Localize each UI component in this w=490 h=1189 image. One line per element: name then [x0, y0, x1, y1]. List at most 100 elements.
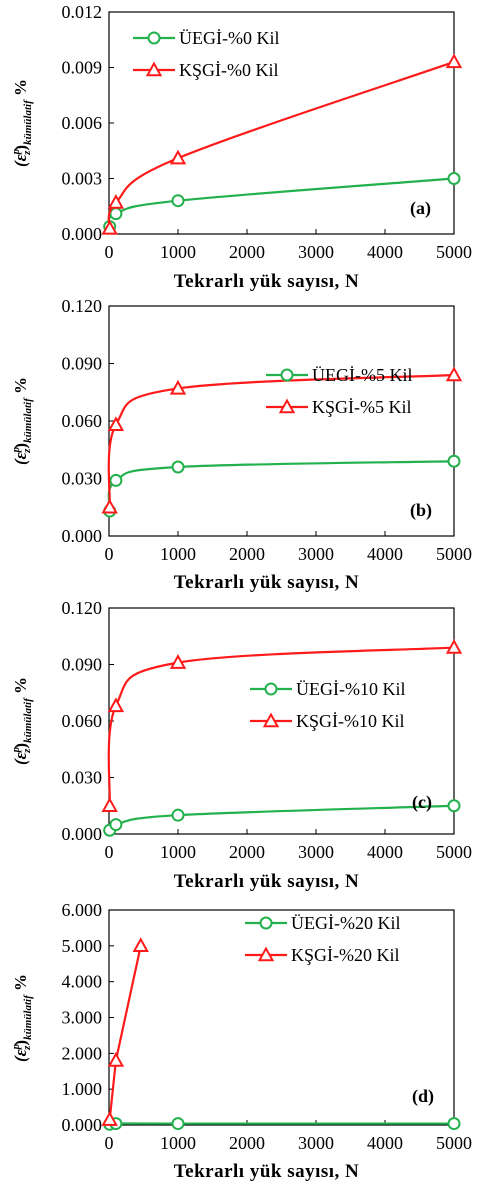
y-tick-label: 0.060	[62, 411, 103, 431]
x-tick-label: 4000	[367, 544, 403, 564]
y-tick-label: 0.000	[62, 824, 103, 844]
x-tick-label: 3000	[298, 544, 334, 564]
series-line-0	[107, 460, 455, 512]
series-0-point	[447, 1117, 461, 1131]
legend-marker	[278, 398, 296, 414]
chart-panel-0: 0 1000 2000 3000 4000 5000 0.000 0.003 0.006 0.00…	[10, 2, 472, 292]
x-tick-label: 1000	[160, 242, 196, 262]
series-line-0	[107, 804, 455, 832]
x-tick-label: 4000	[367, 842, 403, 862]
series-1-point	[107, 416, 125, 432]
plot-area	[108, 305, 455, 537]
x-tick-label: 0	[105, 242, 114, 262]
series-0-point	[171, 1117, 185, 1131]
plot-area	[108, 11, 455, 235]
y-tick-label: 3.000	[62, 1008, 103, 1028]
x-tick-label: 1000	[160, 1133, 196, 1153]
panel-label: (c)	[412, 792, 432, 813]
x-tick-label: 1000	[160, 842, 196, 862]
legend-marker	[257, 946, 275, 962]
legend-label: KŞGİ-%5 Kil	[312, 397, 412, 417]
chart-panel-1: 0 1000 2000 3000 4000 5000 0.000 0.030 0.060 0.09…	[10, 296, 472, 593]
series-line-1	[108, 945, 142, 1120]
x-tick-label: 0	[105, 842, 114, 862]
y-axis-label: (εpz)kümülatif %	[10, 974, 34, 1062]
series-0-point	[171, 460, 185, 474]
x-tick-label: 0	[105, 544, 114, 564]
x-tick-label: 5000	[436, 842, 472, 862]
series-1-point	[107, 1051, 125, 1067]
series-1-point	[169, 654, 187, 669]
y-axis-label: (εpz)kümülatif %	[10, 79, 34, 167]
x-axis-label: Tekrarlı yük sayısı, N	[174, 572, 360, 593]
x-tick-label: 2000	[229, 842, 265, 862]
y-tick-label: 0.000	[62, 526, 103, 546]
series-line-1	[107, 373, 455, 508]
chart-panel-2: 0 1000 2000 3000 4000 5000 0.000 0.030 0.060 0.09…	[10, 598, 472, 892]
y-tick-label: 0.003	[62, 169, 103, 189]
legend-label: ÜEGİ-%0 Kil	[179, 28, 279, 48]
x-axis-label: Tekrarlı yük sayısı, N	[174, 871, 360, 892]
series-1-point	[132, 937, 149, 953]
y-tick-label: 0.090	[62, 354, 103, 374]
series-0-point	[109, 473, 123, 487]
series-0-point	[109, 207, 123, 221]
x-axis-label: Tekrarlı yük sayısı, N	[174, 1161, 360, 1182]
legend-label: ÜEGİ-%20 Kil	[291, 913, 400, 933]
series-0-point	[447, 172, 461, 185]
y-tick-label: 0.120	[62, 296, 103, 316]
legend-label: KŞGİ-%20 Kil	[291, 945, 400, 965]
series-0-point	[447, 454, 461, 468]
series-1-point	[445, 53, 463, 69]
legend-label: KŞGİ-%10 Kil	[296, 711, 405, 731]
legend-marker	[147, 31, 161, 45]
x-axis-label: Tekrarlı yük sayısı, N	[174, 271, 360, 292]
x-tick-label: 2000	[229, 1133, 265, 1153]
legend-marker	[264, 682, 278, 696]
series-1-point	[101, 1111, 118, 1126]
series-0-point	[109, 818, 123, 832]
y-tick-label: 1.000	[62, 1079, 103, 1099]
y-tick-label: 6.000	[62, 900, 103, 920]
x-tick-label: 0	[105, 1133, 114, 1153]
legend-marker	[262, 712, 280, 728]
y-tick-label: 0.090	[62, 655, 103, 675]
y-axis-label: (εpz)kümülatif %	[10, 377, 34, 465]
x-tick-label: 5000	[436, 544, 472, 564]
series-1-point	[445, 366, 463, 382]
series-0-point	[171, 808, 185, 822]
series-1-point	[107, 193, 125, 209]
y-tick-label: 0.000	[62, 1115, 103, 1135]
series-1-point	[169, 149, 187, 165]
series-1-point	[169, 379, 187, 395]
series-1-point	[445, 638, 463, 654]
x-tick-label: 5000	[436, 242, 472, 262]
series-1-point	[101, 797, 118, 812]
x-tick-label: 3000	[298, 1133, 334, 1153]
y-tick-label: 2.000	[62, 1043, 103, 1063]
y-tick-label: 0.009	[62, 58, 103, 78]
chart-panel-3: 0 1000 2000 3000 4000 5000 0.000 1.000 2.000 3.00…	[10, 900, 472, 1182]
series-1-point	[107, 697, 125, 713]
y-tick-label: 0.006	[62, 113, 103, 133]
legend-marker	[259, 916, 273, 930]
series-1-point	[101, 219, 118, 235]
x-tick-label: 3000	[298, 842, 334, 862]
x-tick-label: 4000	[367, 242, 403, 262]
x-tick-label: 2000	[229, 242, 265, 262]
series-line-0	[107, 1122, 454, 1126]
x-tick-label: 5000	[436, 1133, 472, 1153]
x-tick-label: 2000	[229, 544, 265, 564]
x-tick-label: 3000	[298, 242, 334, 262]
legend-label: ÜEGİ-%10 Kil	[296, 679, 405, 699]
y-axis-label: (εpz)kümülatif %	[10, 677, 34, 765]
y-tick-label: 0.000	[62, 224, 103, 244]
series-0-point	[171, 194, 185, 208]
x-tick-label: 1000	[160, 544, 196, 564]
series-0-point	[447, 799, 461, 813]
series-line-0	[107, 177, 455, 228]
y-tick-label: 0.060	[62, 711, 103, 731]
y-tick-label: 0.012	[62, 2, 103, 22]
panel-label: (a)	[410, 198, 431, 219]
